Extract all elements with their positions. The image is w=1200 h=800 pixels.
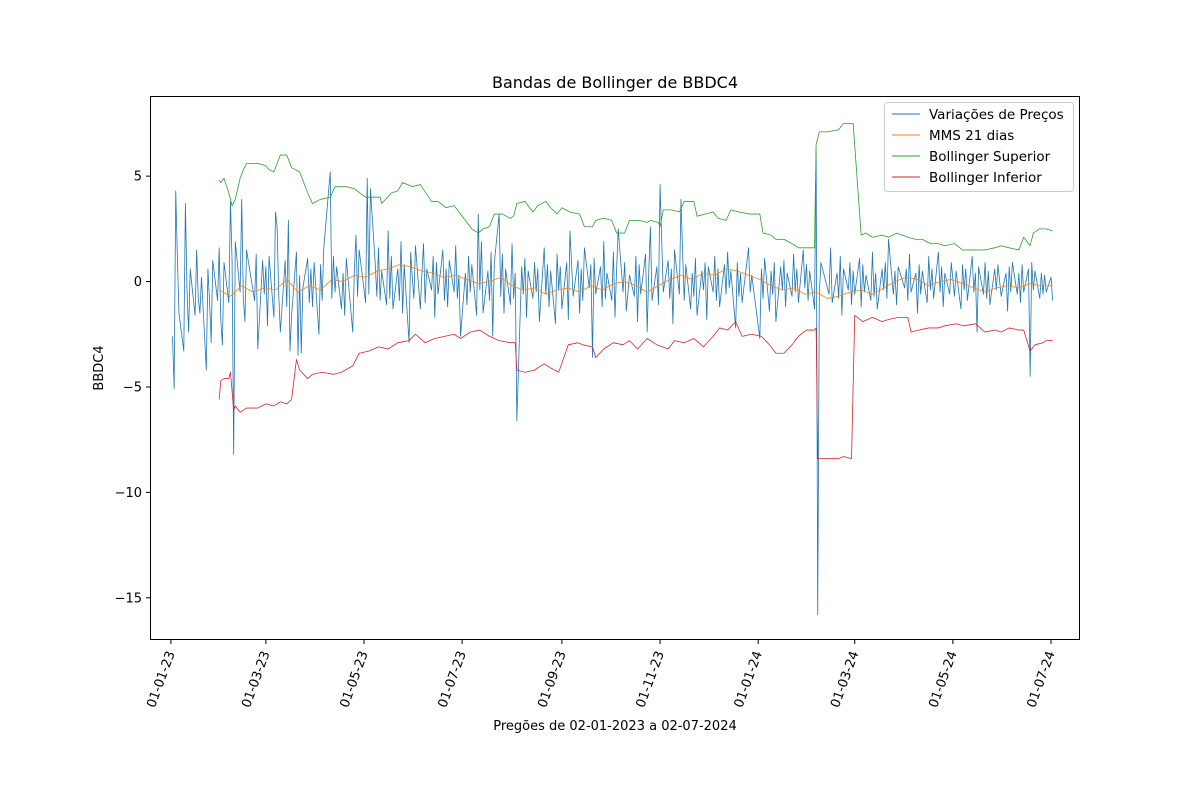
x-tick-label: 01-07-23 [436,649,470,710]
x-tick-label: 01-01-23 [144,649,178,710]
legend-box [884,102,1074,192]
x-axis: 01-01-23 01-03-23 01-05-23 01-07-23 01-09-23… [144,640,1059,710]
y-tick-label: 0 [134,275,142,290]
series-line-3 [218,123,1053,251]
x-tick-label: 01-11-23 [634,649,668,710]
x-tick-label: 01-07-24 [1024,649,1058,710]
chart-title: Bandas de Bollinger de BBDC4 [492,73,738,92]
y-tick-label: 5 [134,170,142,185]
x-tick-label: 01-09-23 [535,649,569,710]
y-tick-label: −5 [123,380,142,395]
y-axis-title: BBDC4 [92,345,107,390]
legend-label: Variações de Preços [929,107,1064,123]
x-tick-label: 01-01-24 [732,649,766,710]
x-tick-label: 01-05-23 [337,649,371,710]
x-tick-label: 01-03-24 [828,649,862,710]
y-axis: 5 0 −5 −10 −15 [115,170,150,606]
legend-label: Bollinger Superior [929,149,1051,165]
series-layer [172,123,1054,616]
y-tick-label: −10 [115,486,142,501]
legend: Variações de Preços MMS 21 dias Bollinger … [884,102,1074,192]
legend-label: Bollinger Inferior [929,170,1042,186]
y-tick-label: −15 [115,591,142,606]
series-line-1 [172,150,1054,616]
legend-label: MMS 21 dias [929,128,1014,144]
series-line-2 [218,264,1053,299]
x-tick-label: 01-05-24 [926,649,960,710]
x-axis-title: Pregões de 02-01-2023 a 02-07-2024 [493,719,737,734]
series-line-4 [218,314,1053,460]
x-tick-label: 01-03-23 [239,649,273,710]
plot-frame [150,96,1080,640]
